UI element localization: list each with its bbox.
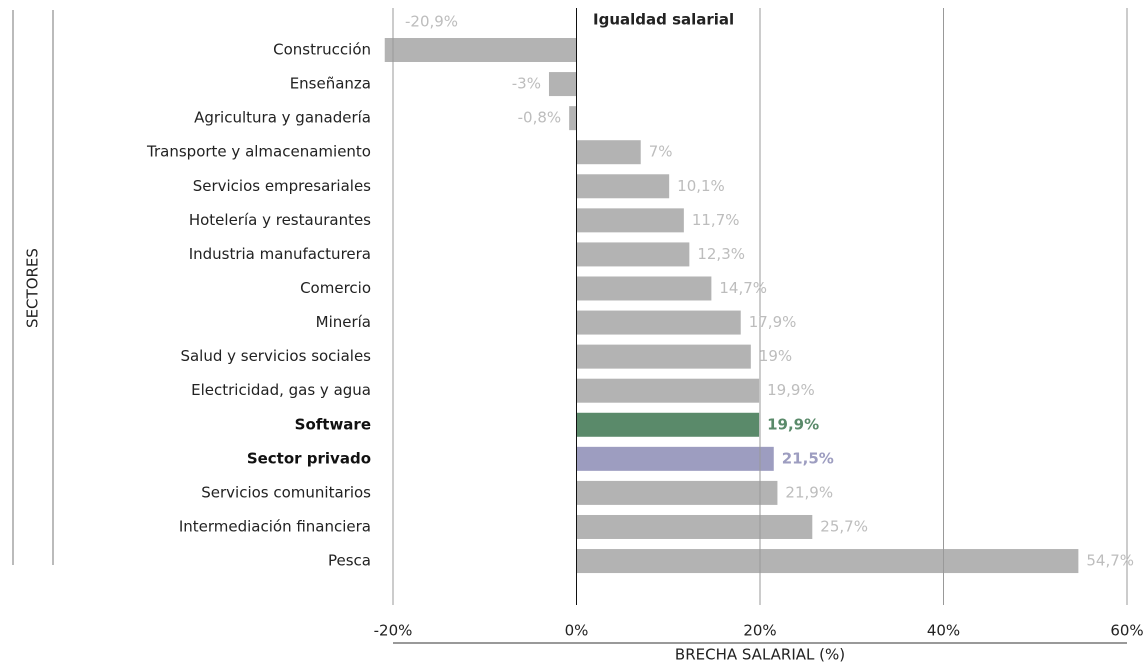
bar [576,140,641,165]
y-tick-label: Construcción [273,41,371,59]
value-label: -0,8% [518,109,562,127]
value-label: 21,5% [782,449,834,467]
value-label: 19,9% [767,381,815,399]
y-tick-label: Transporte y almacenamiento [146,143,371,161]
bar [576,310,741,335]
x-tick-label: 0% [565,622,589,640]
y-tick-label: Minería [316,313,371,331]
y-tick-label: Pesca [328,552,371,570]
y-tick-label: Servicios comunitarios [201,483,371,501]
bar [576,174,670,199]
x-tick-label: 60% [1110,622,1143,640]
annotation: Igualdad salarial [593,11,734,29]
x-tick-label: -20% [374,622,413,640]
y-tick-label: Salud y servicios sociales [180,347,371,365]
value-label: 21,9% [785,483,833,501]
bar [576,242,690,267]
bar [576,480,778,505]
y-tick-label: Electricidad, gas y agua [191,381,371,399]
y-tick-label: Industria manufacturera [189,245,371,263]
bar [569,106,577,131]
value-label: 14,7% [719,279,767,297]
value-label: 25,7% [820,517,868,535]
y-tick-label: Software [295,415,371,433]
bar [576,276,712,301]
y-tick-label: Agricultura y ganadería [194,109,371,127]
bar [548,72,577,97]
value-label: 17,9% [749,313,797,331]
value-label: 10,1% [677,177,725,195]
y-tick-label: Servicios empresariales [193,177,371,195]
y-tick-label: Hotelería y restaurantes [189,211,371,229]
bar [384,38,577,62]
y-tick-label: Comercio [300,279,371,297]
x-tick-label: 20% [743,622,776,640]
value-label: 12,3% [697,245,745,263]
bar [576,412,760,437]
bar [576,514,813,539]
value-label: 19,9% [767,415,819,433]
y-tick-label: Sector privado [247,449,371,467]
bar [576,344,751,369]
y-axis-title: SECTORES [24,248,42,328]
bar [576,208,684,233]
x-axis-title: BRECHA SALARIAL (%) [675,646,845,663]
value-label: 54,7% [1086,552,1134,570]
bar [576,549,1079,574]
value-label: 19% [759,347,792,365]
value-label: -3% [512,75,541,93]
value-label: 11,7% [692,211,740,229]
x-tick-label: 40% [927,622,960,640]
value-label: -20,9% [405,13,458,31]
bar [576,378,760,403]
y-tick-label: Enseñanza [290,75,371,93]
value-label: 7% [649,143,673,161]
y-tick-label: Intermediación financiera [179,517,371,535]
bar [576,446,774,471]
